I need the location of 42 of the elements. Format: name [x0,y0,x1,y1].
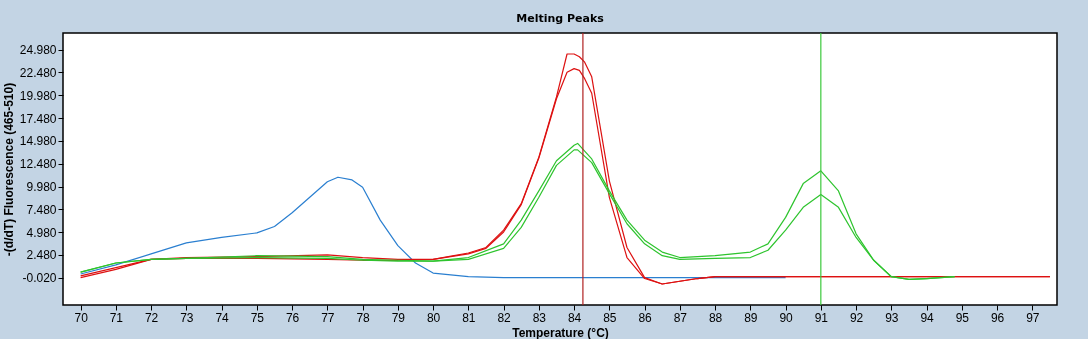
x-tick-label: 92 [849,310,864,325]
y-tick-label: 19.980 [19,88,57,103]
x-tick-label: 94 [920,310,935,325]
y-tick-label: 24.980 [19,43,57,58]
x-tick-label: 82 [497,310,512,325]
x-tick-label: 78 [356,310,371,325]
x-tick-label: 87 [673,310,688,325]
x-tick-label: 85 [603,310,617,325]
x-axis-title: Temperature (°C) [512,325,609,339]
x-tick-label: 75 [250,310,265,325]
y-tick-label: 9.980 [26,180,57,195]
x-tick-label: 90 [779,310,794,325]
x-tick-label: 73 [180,310,194,325]
x-tick-label: 80 [426,310,441,325]
x-tick-label: 84 [567,310,582,325]
x-tick-label: 89 [744,310,758,325]
x-tick-label: 71 [109,310,124,325]
x-tick-label: 88 [708,310,723,325]
chart-title: Melting Peaks [516,12,605,25]
y-tick-label: 22.480 [19,65,57,80]
y-tick-label: 2.480 [26,248,57,263]
x-tick-label: 79 [391,310,406,325]
x-tick-label: 95 [955,310,970,325]
x-tick-label: 76 [285,310,300,325]
x-tick-label: 91 [814,310,829,325]
x-tick-label: 77 [321,310,335,325]
x-tick-label: 72 [144,310,159,325]
y-tick-label: 12.480 [19,157,57,172]
x-tick-label: 81 [462,310,476,325]
x-tick-label: 96 [990,310,1005,325]
y-tick-label: 14.980 [19,134,57,149]
y-tick-label: 4.980 [26,225,57,240]
y-axis-title: -(d/dT) Fluorescence (465-510) [1,82,16,257]
x-tick-label: 93 [885,310,899,325]
x-tick-label: 97 [1026,310,1040,325]
x-tick-label: 74 [215,310,230,325]
y-tick-label: -0.020 [22,271,57,286]
x-tick-label: 83 [532,310,547,325]
y-tick-label: 7.480 [26,202,57,217]
x-tick-label: 70 [74,310,89,325]
y-tick-label: 17.480 [19,111,57,126]
x-tick-label: 86 [638,310,653,325]
